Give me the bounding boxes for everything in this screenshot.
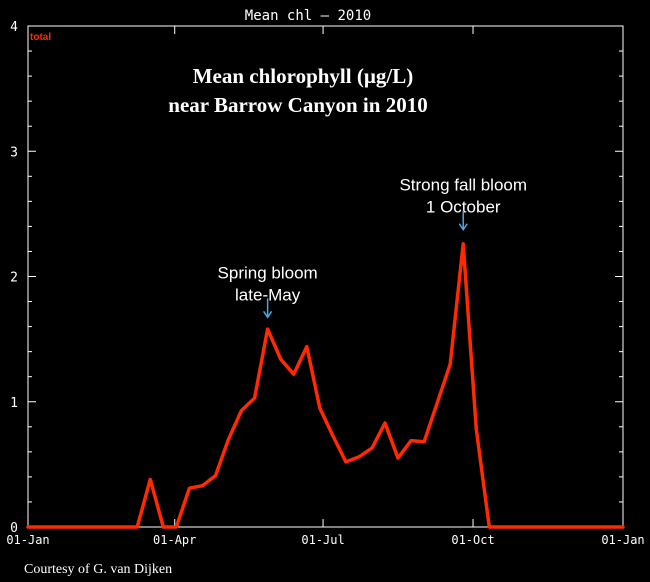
annotation-text: late-May [235,285,301,304]
overlay-title-line-2: near Barrow Canyon in 2010 [168,93,427,117]
annotation-text: 1 October [426,198,501,217]
chart-title: Mean chl – 2010 [245,8,371,24]
x-tick-label: 01-Jan [6,533,49,547]
annotation-text: Strong fall bloom [399,176,527,195]
y-ticks: 0 1 2 3 4 [10,20,623,536]
y-tick-label: 2 [10,271,18,286]
annotation-arrow-head [458,223,468,232]
x-ticks: 01-Jan 01-Apr 01-Jul 01-Oct 01-Jan [6,26,645,547]
legend-label: total [30,32,51,43]
x-tick-label: 01-Jan [601,533,644,547]
annotation-text: Spring bloom [218,263,318,282]
overlay-title-line-1: Mean chlorophyll (µg/L) [193,64,414,88]
y-tick-label: 1 [10,396,18,411]
annotations: Spring bloom late-May Strong fall bloom 1 O… [218,176,527,319]
x-tick-label: 01-Jul [301,533,344,547]
annotation-arrow-head [263,310,273,319]
y-tick-label: 3 [10,145,18,160]
series [26,242,625,529]
y-tick-label: 0 [10,521,18,536]
x-tick-label: 01-Oct [451,533,494,547]
credit-text: Courtesy of G. van Dijken [24,562,173,577]
y-tick-label: 4 [10,20,18,35]
overlay-title: Mean chlorophyll (µg/L) near Barrow Cany… [168,64,427,117]
x-tick-label: 01-Apr [153,533,196,547]
series-line [26,242,625,529]
